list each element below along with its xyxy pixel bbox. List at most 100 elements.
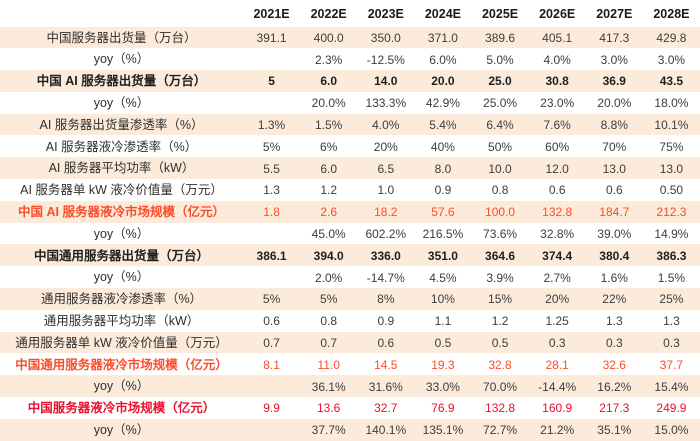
- value-cell: 351.0: [427, 248, 458, 262]
- value-cell: 25.0%: [483, 96, 518, 110]
- row-label: 通用服务器液冷渗透率（%）: [40, 292, 203, 306]
- row-label: 中国 AI 服务器液冷市场规模（亿元）: [18, 205, 225, 219]
- row-label: AI 服务器单 kW 液冷价值量（万元）: [20, 183, 223, 197]
- value-cell: 371.0: [427, 30, 458, 44]
- value-cell: 350.0: [370, 30, 401, 44]
- value-cell: 20%: [373, 139, 398, 153]
- value-cell: 37.7: [659, 357, 684, 371]
- year-header-cell: 2024E: [424, 6, 462, 20]
- table-row: 中国 AI 服务器液冷市场规模（亿元） 1.8 2.6 18.2 57.6 100.0 13…: [0, 200, 700, 223]
- value-cell: 1.6%: [600, 270, 628, 284]
- row-label: 中国服务器出货量（万台）: [46, 30, 197, 45]
- table-row: AI 服务器出货量渗透率（%） 1.3% 1.5% 4.0% 5.4% 6.4% 7.6% 8…: [0, 113, 700, 136]
- value-cell: 0.5: [434, 336, 452, 350]
- value-cell: 132.8: [485, 401, 516, 415]
- value-cell: 374.4: [542, 248, 573, 262]
- value-cell: 9.9: [263, 401, 280, 415]
- value-cell: 15%: [488, 292, 513, 306]
- value-cell: 0.8: [320, 314, 338, 328]
- value-cell: 391.1: [256, 30, 287, 44]
- row-label: 通用服务器平均功率（kW）: [43, 314, 200, 328]
- row-label: yoy（%）: [93, 422, 150, 437]
- value-cell: 5.0%: [486, 52, 514, 66]
- value-cell: 10.1%: [654, 118, 689, 132]
- value-cell: 7.6%: [543, 118, 571, 132]
- value-cell: 5: [268, 74, 275, 88]
- value-cell: 5.5: [263, 161, 280, 175]
- value-cell: 2.6: [320, 205, 338, 219]
- value-cell: 6.0%: [429, 52, 457, 66]
- value-cell: 400.0: [313, 30, 344, 44]
- value-cell: [243, 277, 300, 278]
- value-cell: 16.2%: [597, 379, 632, 393]
- value-cell: 70.0%: [483, 379, 518, 393]
- value-cell: 135.1%: [422, 423, 464, 437]
- value-cell: 2.3%: [315, 52, 343, 66]
- value-cell: 15.4%: [654, 379, 689, 393]
- value-cell: 249.9: [656, 401, 687, 415]
- value-cell: 8.1: [263, 357, 280, 371]
- value-cell: 1.3: [605, 314, 623, 328]
- table-header-row: 2021E 2022E 2023E 2024E 2025E 2026E 2027E 2028E: [0, 0, 700, 27]
- row-label: 中国 AI 服务器出货量（万台）: [36, 74, 207, 88]
- value-cell: 43.5: [659, 74, 684, 88]
- value-cell: 6%: [320, 139, 338, 153]
- value-cell: [243, 102, 300, 103]
- row-label: AI 服务器液冷渗透率（%）: [45, 139, 198, 154]
- table-row: 中国通用服务器液冷市场规模（亿元） 8.1 11.0 14.5 19.3 32.8 28.1…: [0, 353, 700, 375]
- row-label: yoy（%）: [93, 226, 150, 241]
- value-cell: 22%: [602, 292, 627, 306]
- value-cell: 417.3: [599, 30, 630, 44]
- value-cell: 4.0%: [372, 118, 400, 132]
- value-cell: 0.3: [663, 336, 680, 350]
- value-cell: 1.8: [263, 205, 280, 219]
- value-cell: 0.3: [605, 336, 623, 350]
- value-cell: 73.6%: [483, 227, 518, 241]
- value-cell: 212.3: [656, 205, 687, 219]
- row-label: yoy（%）: [93, 270, 150, 284]
- value-cell: 18.0%: [654, 96, 689, 110]
- value-cell: 6.0: [320, 161, 338, 175]
- value-cell: 0.6: [377, 336, 395, 350]
- value-cell: 0.6: [548, 183, 566, 197]
- value-cell: 40%: [430, 139, 455, 153]
- value-cell: 33.0%: [425, 379, 460, 393]
- value-cell: 23.0%: [540, 96, 575, 110]
- value-cell: -14.7%: [366, 270, 405, 284]
- value-cell: 5%: [320, 292, 338, 306]
- row-label: yoy（%）: [93, 379, 150, 393]
- value-cell: 11.0: [317, 357, 340, 371]
- year-header-cell: 2023E: [367, 6, 404, 20]
- value-cell: 1.25: [545, 314, 569, 328]
- value-cell: 364.6: [485, 248, 516, 262]
- table-row: yoy（%） 37.7% 140.1% 135.1% 72.7% 21.2% 35.1% 15…: [0, 418, 700, 441]
- value-cell: 20%: [545, 292, 570, 306]
- value-cell: 4.0%: [543, 52, 571, 66]
- value-cell: 36.9: [602, 74, 626, 88]
- value-cell: 76.9: [431, 401, 455, 415]
- value-cell: 30.8: [545, 74, 569, 88]
- table-row: 中国通用服务器出货量（万台） 386.1 394.0 336.0 351.0 364.6 3…: [0, 244, 700, 267]
- value-cell: 31.6%: [368, 379, 403, 393]
- value-cell: 140.1%: [365, 423, 407, 437]
- value-cell: 10%: [430, 292, 455, 306]
- value-cell: 57.6: [431, 205, 455, 219]
- value-cell: 0.7: [263, 336, 280, 350]
- value-cell: 0.5: [491, 336, 509, 350]
- value-cell: 45.0%: [311, 227, 346, 241]
- value-cell: 429.8: [656, 30, 687, 44]
- value-cell: 39.0%: [597, 227, 632, 241]
- table-row: AI 服务器单 kW 液冷价值量（万元） 1.3 1.2 1.0 0.9 0.8 0.6 0.…: [0, 179, 700, 201]
- value-cell: 0.3: [548, 336, 566, 350]
- value-cell: 8.0: [434, 161, 452, 175]
- value-cell: 32.7: [374, 401, 398, 415]
- value-cell: 20.0%: [311, 96, 346, 110]
- value-cell: 70%: [602, 139, 627, 153]
- value-cell: [243, 233, 300, 234]
- value-cell: 380.4: [599, 248, 630, 262]
- value-cell: 13.0: [659, 161, 684, 175]
- value-cell: -12.5%: [366, 52, 405, 66]
- value-cell: 1.2: [491, 314, 509, 328]
- value-cell: 1.5%: [315, 118, 343, 132]
